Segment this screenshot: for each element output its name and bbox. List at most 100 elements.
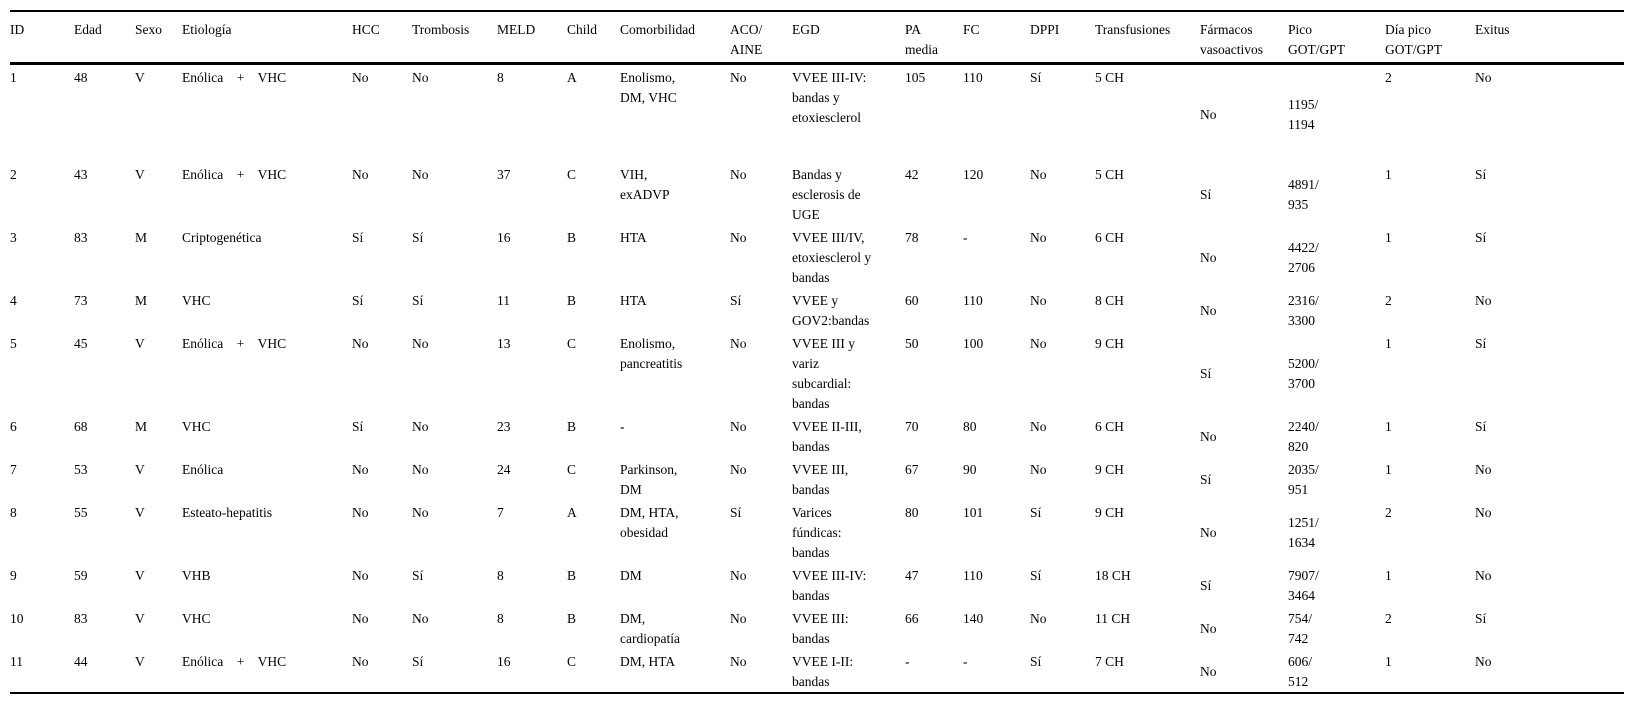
cell-child: C [567, 335, 577, 351]
cell-exitus: No [1475, 461, 1492, 477]
cell-comorbilidad: DM, HTA [620, 653, 676, 669]
cell-dppi: No [1030, 610, 1047, 626]
cell-trombosis: No [412, 610, 429, 626]
cell-trombosis: No [412, 418, 429, 434]
cell-etiologia: Esteato-hepatitis [182, 504, 272, 520]
cell-fc: 80 [963, 418, 977, 434]
cell-trombosis: No [412, 504, 429, 520]
cell-id: 10 [10, 610, 24, 626]
cell-pa_media: 67 [905, 461, 919, 477]
column-header-etiologia: Etiología [182, 11, 352, 65]
cell-egd: VVEE III-IV: bandas [792, 567, 867, 603]
cell-pico_got_gpt: 7907/ 3464 [1288, 567, 1319, 603]
cell-sexo: V [135, 504, 145, 520]
cell-farmacos_vasoactivos: No [1200, 106, 1217, 122]
cell-aco_aine: No [730, 567, 747, 583]
cell-comorbilidad: DM, cardiopatía [620, 610, 680, 646]
cell-dppi: Sí [1030, 70, 1042, 85]
cell-egd: VVEE III/IV, etoxiesclerol y bandas [792, 229, 872, 285]
cell-id: 7 [10, 461, 17, 477]
cell-hcc: No [352, 653, 369, 669]
cell-etiologia: Criptogenética [182, 229, 262, 245]
patients-table: ID Edad Sexo Etiología HCC Trombosis MELD Child… [10, 10, 1624, 694]
cell-pico_got_gpt: 1251/ 1634 [1288, 514, 1319, 550]
cell-id: 5 [10, 335, 17, 351]
cell-pico_got_gpt: 606/ 512 [1288, 653, 1313, 689]
cell-egd: VVEE y GOV2:bandas [792, 292, 870, 328]
cell-aco_aine: Sí [730, 504, 742, 520]
column-header-trombosis: Trombosis [412, 11, 497, 65]
cell-id: 11 [10, 653, 23, 669]
cell-pico_got_gpt: 2240/ 820 [1288, 418, 1319, 454]
cell-farmacos_vasoactivos: No [1200, 302, 1217, 318]
cell-child: A [567, 70, 577, 85]
cell-meld: 24 [497, 461, 511, 477]
cell-aco_aine: Sí [730, 292, 742, 308]
column-header-farmacos_vasoactivos: Fármacos vasoactivos [1200, 11, 1288, 65]
table-row: 2 43 V Enólica + VHC No No 37 C VIH, exADVP No Ban… [10, 162, 1624, 225]
cell-fc: 101 [963, 504, 984, 520]
cell-exitus: No [1475, 567, 1492, 583]
cell-fc: - [963, 653, 968, 669]
cell-etiologia: Enólica + VHC [182, 335, 287, 351]
cell-comorbilidad: HTA [620, 292, 647, 308]
cell-edad: 43 [74, 166, 88, 182]
cell-aco_aine: No [730, 166, 747, 182]
table-row: 10 83 V VHC No No 8 B DM, cardiopatía No VVEE III:… [10, 606, 1624, 649]
cell-hcc: Sí [352, 229, 364, 245]
cell-edad: 45 [74, 335, 88, 351]
cell-pa_media: 60 [905, 292, 919, 308]
table-row: 1 48 V Enólica + VHC No No 8 A Enolismo, DM, VHC… [10, 64, 1624, 162]
cell-etiologia: Enólica + VHC [182, 70, 287, 85]
cell-aco_aine: No [730, 70, 747, 85]
cell-trombosis: No [412, 335, 429, 351]
cell-sexo: M [135, 418, 148, 434]
cell-exitus: Sí [1475, 229, 1487, 245]
cell-child: B [567, 292, 577, 308]
cell-edad: 83 [74, 229, 88, 245]
cell-trombosis: Sí [412, 567, 424, 583]
cell-dia_pico_got_gpt: 1 [1385, 335, 1392, 351]
cell-dia_pico_got_gpt: 2 [1385, 504, 1392, 520]
cell-pico_got_gpt: 1195/ 1194 [1288, 96, 1319, 132]
cell-exitus: No [1475, 504, 1492, 520]
cell-fc: 110 [963, 70, 983, 85]
cell-transfusiones: 18 CH [1095, 567, 1131, 583]
cell-child: B [567, 567, 577, 583]
column-header-aco_aine: ACO/ AINE [730, 11, 792, 65]
cell-exitus: Sí [1475, 166, 1487, 182]
cell-meld: 13 [497, 335, 511, 351]
cell-trombosis: No [412, 461, 429, 477]
cell-pa_media: - [905, 653, 910, 669]
column-header-dia_pico_got_gpt: Día pico GOT/GPT [1385, 11, 1475, 65]
cell-dia_pico_got_gpt: 1 [1385, 166, 1392, 182]
cell-comorbilidad: Enolismo, pancreatitis [620, 335, 683, 371]
cell-fc: 120 [963, 166, 984, 182]
cell-transfusiones: 6 CH [1095, 418, 1124, 434]
cell-egd: VVEE III, bandas [792, 461, 849, 497]
cell-id: 9 [10, 567, 17, 583]
cell-id: 1 [10, 70, 17, 85]
cell-dppi: No [1030, 292, 1047, 308]
cell-aco_aine: No [730, 335, 747, 351]
cell-dia_pico_got_gpt: 2 [1385, 292, 1392, 308]
cell-trombosis: No [412, 166, 429, 182]
cell-sexo: V [135, 70, 145, 85]
cell-fc: 140 [963, 610, 984, 626]
cell-dia_pico_got_gpt: 1 [1385, 653, 1392, 669]
cell-transfusiones: 6 CH [1095, 229, 1124, 245]
cell-id: 4 [10, 292, 17, 308]
cell-farmacos_vasoactivos: No [1200, 249, 1217, 265]
cell-sexo: V [135, 461, 145, 477]
cell-etiologia: Enólica + VHC [182, 653, 287, 669]
cell-trombosis: Sí [412, 229, 424, 245]
cell-pa_media: 105 [905, 70, 926, 85]
cell-farmacos_vasoactivos: Sí [1200, 471, 1212, 487]
cell-sexo: V [135, 335, 145, 351]
cell-id: 8 [10, 504, 17, 520]
cell-fc: 110 [963, 567, 983, 583]
table-row: 9 59 V VHB No Sí 8 B DM No VVEE III-IV: bandas 47 11… [10, 563, 1624, 606]
cell-farmacos_vasoactivos: No [1200, 663, 1217, 679]
cell-meld: 8 [497, 70, 504, 85]
cell-farmacos_vasoactivos: No [1200, 524, 1217, 540]
